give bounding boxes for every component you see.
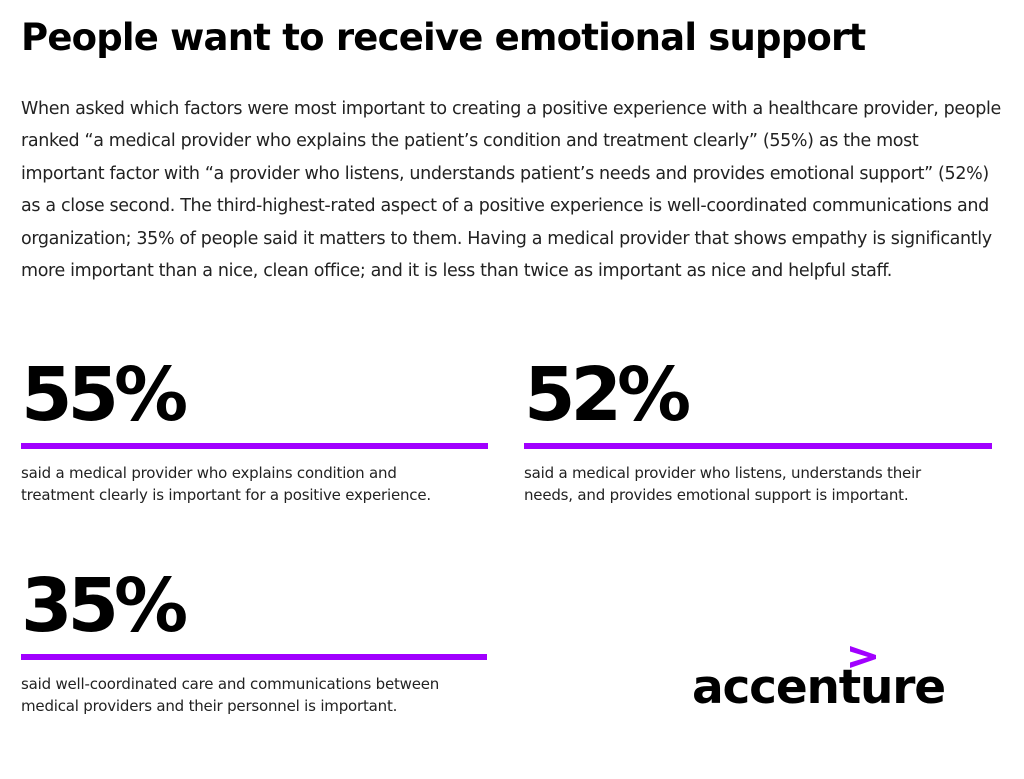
stat-description: said well-coordinated care and communica…: [21, 675, 440, 715]
greater-than-chevron-icon: [850, 646, 876, 668]
stat-block-52: 52% said a medical provider who listens,…: [524, 355, 992, 506]
stat-block-35: 35% said well-coordinated care and commu…: [21, 566, 487, 717]
stat-divider: [21, 654, 487, 660]
stat-divider: [524, 443, 992, 449]
stat-block-55: 55% said a medical provider who explains…: [21, 355, 488, 506]
logo-wordmark: accenture: [692, 660, 946, 715]
stat-value: 55%: [21, 352, 188, 438]
stat-divider: [21, 443, 488, 449]
page-title: People want to receive emotional support: [21, 16, 866, 59]
stat-description: said a medical provider who explains con…: [21, 464, 431, 504]
stat-value: 35%: [21, 563, 188, 649]
accenture-logo: accenture: [692, 640, 982, 720]
stat-description: said a medical provider who listens, und…: [524, 464, 922, 504]
stat-value: 52%: [524, 352, 691, 438]
intro-paragraph: When asked which factors were most impor…: [21, 99, 1001, 282]
